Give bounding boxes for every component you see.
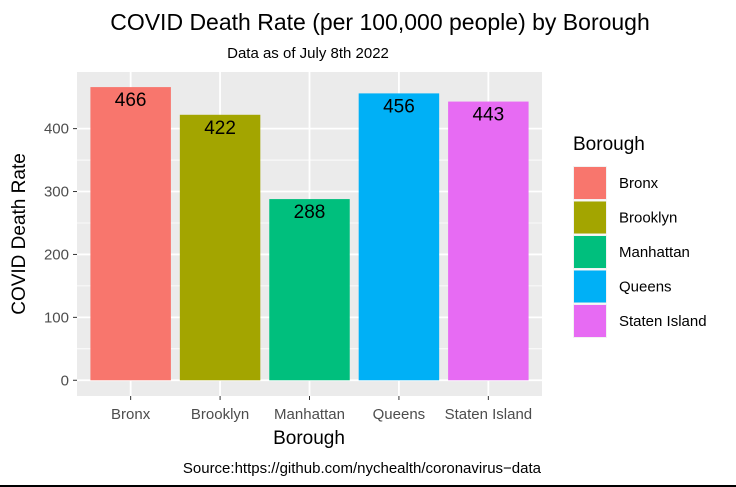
chart-subtitle: Data as of July 8th 2022 [227, 45, 389, 62]
bar-value-label: 456 [383, 96, 415, 117]
chart-title: COVID Death Rate (per 100,000 people) by… [110, 9, 650, 35]
legend-label: Staten Island [619, 313, 707, 330]
x-tick-label: Staten Island [445, 406, 533, 423]
legend: Borough Bronx Brooklyn Manhattan Queens Stat… [573, 134, 707, 338]
legend-label: Queens [619, 279, 672, 296]
y-tick-label: 400 [44, 121, 69, 138]
x-axis: Bronx Brooklyn Manhattan Queens Staten Islan… [111, 396, 532, 423]
legend-title: Borough [573, 134, 645, 155]
legend-items: Bronx Brooklyn Manhattan Queens Staten Islan… [573, 166, 707, 338]
y-axis-title: COVID Death Rate [9, 153, 30, 315]
bar-value-label: 466 [115, 90, 147, 111]
chart-caption: Source:https://github.com/nychealth/coro… [183, 460, 542, 477]
x-axis-title: Borough [273, 428, 345, 449]
bar [90, 87, 171, 381]
y-tick-label: 0 [61, 372, 69, 389]
y-axis: 0 100 200 300 400 [44, 121, 77, 389]
legend-swatch [574, 305, 606, 337]
y-tick-label: 300 [44, 184, 69, 201]
bar-value-label: 288 [294, 202, 326, 223]
y-tick-label: 200 [44, 246, 69, 263]
legend-label: Brooklyn [619, 210, 677, 227]
bar [358, 93, 440, 381]
x-tick-label: Queens [373, 406, 426, 423]
legend-swatch [574, 236, 606, 268]
bars [90, 87, 529, 381]
legend-swatch [574, 270, 606, 303]
x-tick-label: Bronx [111, 406, 151, 423]
bar-labels: 466 422 288 456 443 [115, 90, 504, 223]
y-tick-label: 100 [44, 309, 69, 326]
bar [269, 199, 350, 381]
bar [179, 114, 261, 381]
legend-label: Manhattan [619, 244, 690, 261]
bar-value-label: 443 [472, 105, 504, 126]
legend-swatch [574, 201, 606, 234]
x-tick-label: Manhattan [274, 406, 345, 423]
legend-swatch [574, 167, 606, 199]
x-tick-label: Brooklyn [191, 406, 249, 423]
bar-value-label: 422 [204, 118, 236, 139]
bar [448, 101, 529, 381]
legend-label: Bronx [619, 175, 659, 192]
bottom-rule [0, 485, 736, 487]
